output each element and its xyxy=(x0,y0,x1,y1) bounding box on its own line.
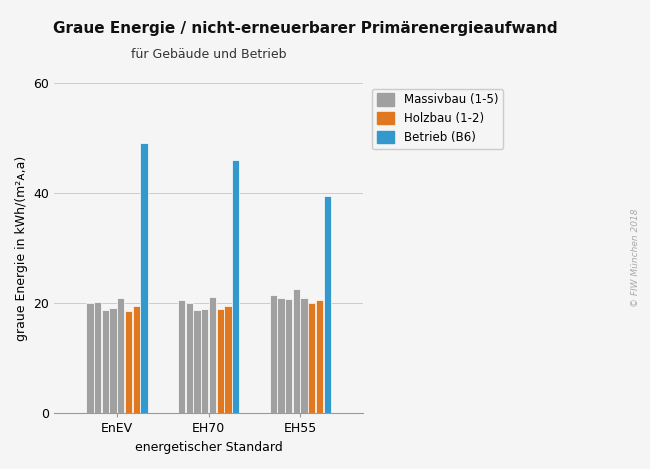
Bar xyxy=(324,196,331,413)
Bar xyxy=(308,303,315,413)
Bar xyxy=(117,298,125,413)
Bar xyxy=(109,308,117,413)
Bar xyxy=(300,298,308,413)
Bar xyxy=(194,310,201,413)
Bar xyxy=(224,306,231,413)
Y-axis label: graue Energie in kWh/(m²ᴀ,a): graue Energie in kWh/(m²ᴀ,a) xyxy=(15,156,28,341)
Bar xyxy=(278,298,285,413)
Bar xyxy=(102,310,109,413)
Text: Graue Energie / nicht-erneuerbarer Primärenergieaufwand: Graue Energie / nicht-erneuerbarer Primä… xyxy=(53,21,558,36)
Bar xyxy=(216,309,224,413)
Bar xyxy=(232,160,239,413)
Bar xyxy=(285,299,293,413)
Bar xyxy=(125,311,132,413)
Bar xyxy=(86,303,94,413)
Bar xyxy=(178,301,185,413)
X-axis label: energetischer Standard: energetischer Standard xyxy=(135,441,283,454)
Bar xyxy=(316,301,323,413)
Bar xyxy=(94,302,101,413)
Bar xyxy=(186,303,193,413)
Text: © FIW München 2018: © FIW München 2018 xyxy=(631,209,640,307)
Bar xyxy=(292,289,300,413)
Bar xyxy=(201,309,209,413)
Bar xyxy=(270,295,277,413)
Bar xyxy=(209,296,216,413)
Bar xyxy=(140,144,148,413)
Legend: Massivbau (1-5), Holzbau (1-2), Betrieb (B6): Massivbau (1-5), Holzbau (1-2), Betrieb … xyxy=(372,89,503,149)
Bar xyxy=(133,306,140,413)
Title: für Gebäude und Betrieb: für Gebäude und Betrieb xyxy=(131,48,287,61)
